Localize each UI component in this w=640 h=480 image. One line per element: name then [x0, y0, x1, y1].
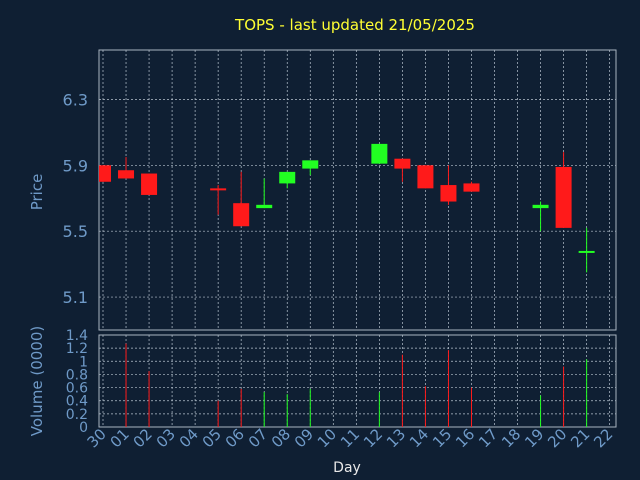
- price-tick-label: 5.9: [63, 156, 88, 175]
- day-tick-label: 22: [590, 425, 616, 451]
- candle: [279, 171, 296, 189]
- candle: [440, 165, 457, 205]
- volume-series: [125, 343, 588, 427]
- candle-body: [440, 185, 457, 202]
- candle: [233, 171, 250, 227]
- price-tick-label: 5.5: [63, 222, 88, 241]
- candle: [118, 157, 135, 179]
- candle-body: [99, 165, 111, 182]
- price-tick-label: 5.1: [63, 288, 88, 307]
- volume-panel: [98, 334, 617, 428]
- volume-tick-label: 0: [79, 420, 88, 436]
- volume-tick-label: 1.2: [66, 341, 88, 357]
- candle: [555, 152, 572, 228]
- candle-body: [394, 158, 411, 169]
- day-axis-ticks: 3001020304050607080910111213141516171819…: [84, 425, 617, 451]
- price-panel: [98, 49, 617, 331]
- candle: [99, 165, 111, 182]
- candle: [256, 178, 273, 209]
- candle: [210, 185, 227, 215]
- volume-axis-ticks: 1.41.210.80.60.40.20: [66, 328, 88, 436]
- volume-tick-label: 1: [79, 354, 88, 370]
- volume-tick-label: 0.2: [66, 407, 88, 423]
- volume-tick-label: 0.6: [66, 381, 88, 397]
- candle-body: [279, 171, 296, 184]
- candle-body: [141, 173, 158, 195]
- candle: [417, 165, 434, 189]
- volume-panel-frame: [98, 334, 617, 428]
- volume-axis-label: Volume (0000): [28, 326, 46, 436]
- volume-tick-label: 0.4: [66, 394, 88, 410]
- candle-body: [118, 170, 135, 179]
- candle: [532, 201, 549, 232]
- candle-body: [555, 166, 572, 228]
- price-panel-frame: [98, 49, 617, 331]
- candle: [463, 181, 480, 192]
- volume-tick-label: 0.8: [66, 367, 88, 383]
- candle-body: [233, 203, 250, 227]
- price-tick-label: 6.3: [63, 90, 88, 109]
- candle-body: [578, 250, 595, 253]
- candle: [141, 173, 158, 195]
- candle-series: [99, 143, 595, 273]
- candle-body: [417, 165, 434, 189]
- candle-body: [371, 143, 388, 164]
- candle: [394, 158, 411, 182]
- candle-body: [210, 188, 227, 191]
- candle: [302, 160, 319, 176]
- chart-title: TOPS - last updated 21/05/2025: [234, 16, 475, 34]
- price-axis-ticks: 6.3 5.9 5.5 5.1: [63, 90, 88, 307]
- candle: [578, 227, 595, 273]
- candle-body: [302, 160, 319, 169]
- candle-body: [256, 204, 273, 209]
- candle-body: [463, 183, 480, 192]
- volume-tick-label: 1.4: [66, 328, 88, 344]
- price-axis-label: Price: [28, 174, 46, 211]
- candle-body: [532, 204, 549, 209]
- x-axis-label: Day: [333, 460, 361, 476]
- candle: [371, 143, 388, 164]
